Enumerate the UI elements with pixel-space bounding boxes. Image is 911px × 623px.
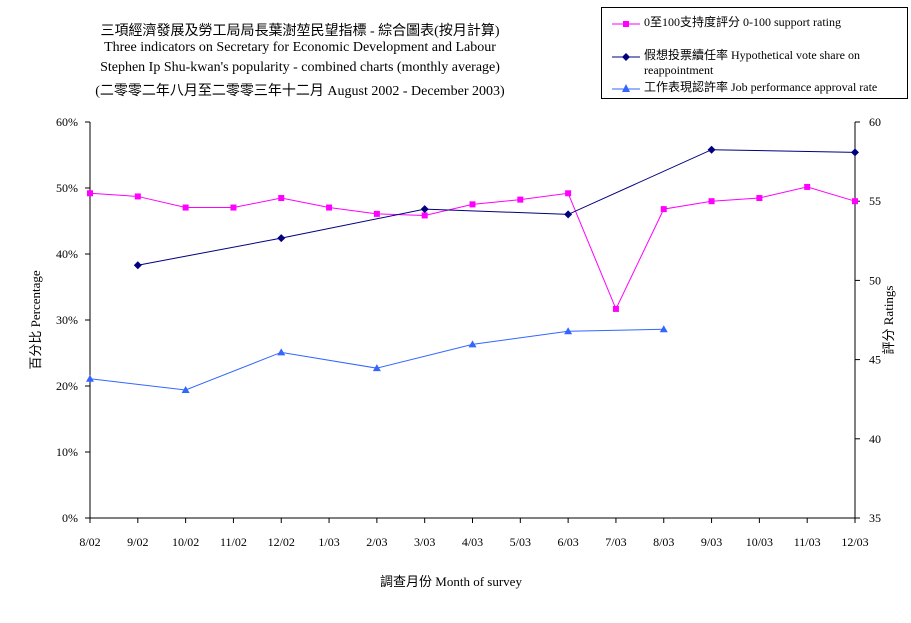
axes: 0% 10% 20% 30% 40% 50% 60% 35 40 45 50 55 60 8/02 9/02…	[56, 115, 881, 549]
data-point-support-rating	[660, 206, 667, 213]
data-point-support-rating	[278, 195, 285, 202]
y-tick-label-left: 0%	[62, 511, 78, 525]
series-line-2	[89, 328, 664, 391]
y-tick-label-left: 20%	[56, 379, 78, 393]
legend: 0至100支持度評分 0-100 support rating 假想投票續任率 …	[601, 7, 908, 99]
chart-title-zh: 三項經濟發展及勞工局局長葉澍堃民望指標 - 綜合圖表(按月計算)	[100, 24, 500, 39]
y-tick-label-right: 50	[869, 273, 881, 287]
x-tick-label: 5/03	[510, 535, 531, 549]
y-tick-label-right: 45	[869, 353, 881, 367]
data-point-support-rating	[373, 210, 380, 217]
data-point-approval-rate	[372, 364, 381, 372]
data-point-approval-rate	[181, 385, 190, 393]
y-tick-label-right: 60	[869, 115, 881, 129]
x-tick-label: 9/02	[127, 535, 148, 549]
legend-label-vote-share: 假想投票續任率 Hypothetical vote share on reapp…	[644, 48, 860, 77]
data-point-vote-share	[133, 261, 142, 270]
y-tick-label-left: 50%	[56, 181, 78, 195]
chart-title-en-1: Three indicators on Secretary for Econom…	[104, 40, 496, 55]
x-tick-label: 12/02	[268, 535, 295, 549]
x-tick-label: 11/03	[794, 535, 821, 549]
chart-title-en-2: Stephen Ip Shu-kwan's popularity - combi…	[100, 60, 500, 75]
y-axis-label-right: 評分 Ratings	[881, 286, 896, 355]
x-tick-label: 9/03	[701, 535, 722, 549]
x-tick-label: 1/03	[318, 535, 339, 549]
x-tick-label: 10/03	[746, 535, 773, 549]
data-point-support-rating	[326, 204, 333, 211]
x-tick-label: 12/03	[841, 535, 868, 549]
legend-label-approval-rate: 工作表現認許率 Job performance approval rate	[644, 80, 878, 94]
data-point-support-rating	[804, 183, 811, 190]
legend-marker-approval-rate	[612, 84, 640, 92]
series-layer	[86, 145, 859, 393]
y-tick-label-right: 40	[869, 432, 881, 446]
x-tick-label: 10/02	[172, 535, 199, 549]
data-point-support-rating	[469, 201, 476, 208]
legend-label-support-rating: 0至100支持度評分 0-100 support rating	[644, 15, 841, 29]
y-axis-label-left: 百分比 Percentage	[28, 270, 43, 370]
data-point-support-rating	[708, 198, 715, 205]
legend-marker-vote-share	[612, 53, 640, 61]
y-tick-label-left: 10%	[56, 445, 78, 459]
data-point-support-rating	[87, 190, 93, 197]
x-axis-label: 調查月份 Month of survey	[380, 574, 522, 589]
data-point-vote-share	[420, 205, 429, 214]
x-tick-label: 7/03	[605, 535, 626, 549]
y-tick-label-left: 40%	[56, 247, 78, 261]
legend-marker-support-rating	[612, 21, 640, 27]
data-point-approval-rate	[277, 348, 286, 356]
data-point-support-rating	[182, 204, 189, 211]
data-point-vote-share	[277, 234, 286, 243]
data-point-support-rating	[852, 198, 858, 205]
data-point-support-rating	[134, 193, 141, 200]
data-point-support-rating	[230, 204, 237, 211]
data-point-approval-rate	[659, 325, 668, 333]
x-tick-label: 4/03	[462, 535, 483, 549]
y-tick-label-right: 55	[869, 194, 881, 208]
y-tick-label-left: 60%	[56, 115, 78, 129]
data-point-vote-share	[851, 148, 859, 157]
data-point-support-rating	[756, 195, 763, 202]
data-point-support-rating	[612, 305, 619, 312]
data-point-approval-rate	[564, 327, 573, 335]
x-tick-label: 8/03	[653, 535, 674, 549]
x-tick-label: 6/03	[557, 535, 578, 549]
x-tick-label: 2/03	[366, 535, 387, 549]
data-point-vote-share	[707, 145, 716, 154]
x-tick-label: 8/02	[79, 535, 100, 549]
y-tick-label-left: 30%	[56, 313, 78, 327]
data-point-approval-rate	[468, 340, 477, 348]
data-point-support-rating	[421, 212, 428, 219]
chart-title-period: (二零零二年八月至二零零三年十二月 August 2002 - December…	[95, 84, 505, 99]
x-tick-label: 11/02	[220, 535, 247, 549]
y-tick-label-right: 35	[869, 511, 881, 525]
x-tick-label: 3/03	[414, 535, 435, 549]
data-point-support-rating	[517, 196, 524, 203]
data-point-approval-rate	[86, 374, 94, 382]
series-line-1	[137, 149, 856, 266]
data-point-vote-share	[564, 210, 573, 219]
data-point-support-rating	[565, 190, 572, 197]
